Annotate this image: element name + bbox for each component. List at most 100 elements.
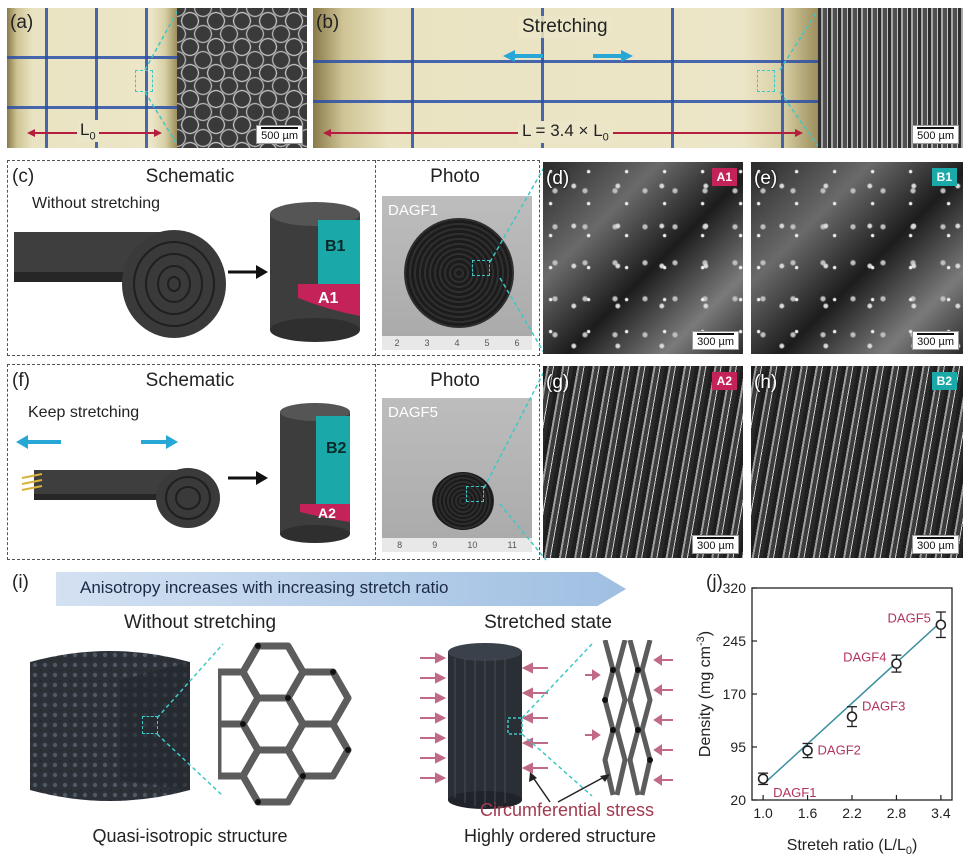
data-point-dagf2 bbox=[802, 745, 813, 756]
sem-d-a1: A1 300 µm bbox=[543, 162, 743, 354]
panel-label-e: (e) bbox=[754, 168, 778, 189]
data-label-dagf5: DAGF5 bbox=[888, 611, 931, 626]
stretching-label: Stretching bbox=[518, 16, 612, 38]
inset-box bbox=[142, 716, 158, 734]
ruler-f: 8 9 10 11 bbox=[382, 538, 532, 552]
panel-label-f: (f) bbox=[12, 370, 30, 391]
note-keep-stretching: Keep stretching bbox=[28, 404, 140, 421]
scale-bar-e: 300 µm bbox=[912, 331, 959, 350]
inset-box bbox=[472, 260, 490, 276]
cylinder-c bbox=[270, 202, 360, 342]
rolling-schematic-c bbox=[14, 230, 226, 338]
data-point-dagf5 bbox=[935, 619, 947, 631]
dimension-l0-label: L0 bbox=[77, 120, 99, 143]
cylinder-f bbox=[280, 403, 350, 543]
schematic-title-f: Schematic bbox=[145, 370, 235, 391]
sem-h-b2: B2 300 µm bbox=[751, 366, 963, 558]
arrow-right-icon bbox=[228, 471, 268, 485]
anisotropy-banner bbox=[56, 572, 626, 606]
inset-box bbox=[466, 486, 484, 502]
tag-a1: A1 bbox=[318, 290, 339, 307]
data-label-dagf1: DAGF1 bbox=[773, 785, 816, 800]
without-stretching-title: Without stretching bbox=[123, 612, 277, 633]
arrow-right-icon bbox=[228, 265, 268, 279]
density-chart: DAGF1 DAGF2 DAGF3 DAGF4 DAGF5 20 95 170 245 320 1… bbox=[695, 580, 953, 857]
y-axis-label: Density (mg cm-3) bbox=[695, 631, 714, 757]
scale-bar-h: 300 µm bbox=[912, 535, 959, 554]
sem-b-aligned: 500 µm bbox=[818, 8, 963, 148]
x-tick-label: 1.6 bbox=[798, 805, 818, 821]
zoom-lines-c bbox=[489, 163, 547, 357]
lattice-block-isotropic bbox=[30, 651, 190, 801]
photo-b-stretched: Stretching L = 3.4 × L0 bbox=[313, 8, 818, 148]
zoom-lines-a bbox=[144, 9, 179, 147]
badge-b1: B1 bbox=[931, 168, 957, 186]
inset-box bbox=[757, 70, 775, 92]
y-tick-label: 20 bbox=[730, 792, 746, 808]
y-tick-label: 95 bbox=[730, 739, 746, 755]
data-label-dagf3: DAGF3 bbox=[862, 699, 905, 714]
stress-pointer-arrows bbox=[529, 772, 610, 803]
tag-b1: B1 bbox=[325, 238, 346, 255]
y-tick-label: 170 bbox=[723, 686, 747, 702]
scale-bar-a: 500 µm bbox=[256, 125, 303, 144]
zoom-lines-i-right bbox=[521, 643, 593, 797]
zoom-lines-b bbox=[779, 9, 819, 147]
y-tick-label: 320 bbox=[723, 580, 747, 596]
roll-disc-dagf1 bbox=[404, 218, 514, 328]
data-label-dagf2: DAGF2 bbox=[818, 743, 861, 758]
data-label-dagf4: DAGF4 bbox=[843, 650, 886, 665]
panel-label-a: (a) bbox=[10, 12, 34, 33]
note-without-stretching: Without stretching bbox=[32, 195, 161, 212]
tag-a2: A2 bbox=[318, 505, 336, 521]
panel-label-d: (d) bbox=[546, 168, 570, 189]
divider bbox=[375, 160, 376, 356]
panel-label-i: (i) bbox=[12, 572, 29, 593]
caption-quasi-isotropic: Quasi-isotropic structure bbox=[92, 826, 288, 846]
caption-highly-ordered: Highly ordered structure bbox=[463, 826, 657, 846]
data-point-dagf1 bbox=[757, 773, 769, 785]
photo-title-f: Photo bbox=[430, 370, 480, 391]
sem-e-b1: B1 300 µm bbox=[751, 162, 963, 354]
stretched-state-title: Stretched state bbox=[484, 612, 612, 633]
sample-label-dagf5: DAGF5 bbox=[388, 404, 439, 421]
zoom-lines-f bbox=[483, 367, 547, 561]
data-point-dagf3 bbox=[846, 711, 858, 722]
scale-bar-g: 300 µm bbox=[692, 535, 739, 554]
panel-label-g: (g) bbox=[546, 372, 570, 393]
fit-line bbox=[762, 621, 942, 786]
schematic-title-c: Schematic bbox=[145, 166, 235, 187]
data-point-dagf4 bbox=[891, 658, 902, 669]
badge-a1: A1 bbox=[711, 168, 737, 186]
panel-label-h: (h) bbox=[754, 372, 778, 393]
honeycomb-unit-cell bbox=[218, 642, 352, 806]
dimension-l-label: L = 3.4 × L0 bbox=[518, 121, 613, 144]
x-tick-label: 2.8 bbox=[887, 805, 907, 821]
scale-bar-b: 500 µm bbox=[912, 125, 959, 144]
sample-label-dagf1: DAGF1 bbox=[388, 202, 439, 219]
divider bbox=[375, 364, 376, 560]
scale-bar-d: 300 µm bbox=[692, 331, 739, 350]
zoom-lines-i-left bbox=[156, 643, 224, 797]
stretched-cylinder bbox=[420, 643, 548, 809]
inset-box bbox=[135, 70, 153, 92]
ordered-unit-cell bbox=[585, 640, 673, 796]
panel-c-box bbox=[7, 160, 540, 356]
tag-b2: B2 bbox=[326, 440, 347, 457]
circumferential-stress-label: Circumferential stress bbox=[480, 800, 655, 820]
x-tick-label: 1.0 bbox=[753, 805, 773, 821]
photo-dagf5: DAGF5 8 9 10 11 bbox=[382, 398, 532, 552]
stretching-schematic-f bbox=[16, 435, 220, 528]
y-tick-label: 245 bbox=[723, 633, 747, 649]
x-axis-label: Streteh ratio (L/L0) bbox=[787, 837, 918, 857]
sem-a-honeycomb: 500 µm bbox=[177, 8, 307, 148]
badge-b2: B2 bbox=[931, 372, 957, 390]
sem-g-a2: A2 300 µm bbox=[543, 366, 743, 558]
badge-a2: A2 bbox=[711, 372, 737, 390]
photo-title-c: Photo bbox=[430, 166, 480, 187]
panel-label-c: (c) bbox=[12, 166, 35, 187]
x-tick-label: 2.2 bbox=[842, 805, 862, 821]
stretch-arrows bbox=[503, 50, 633, 62]
